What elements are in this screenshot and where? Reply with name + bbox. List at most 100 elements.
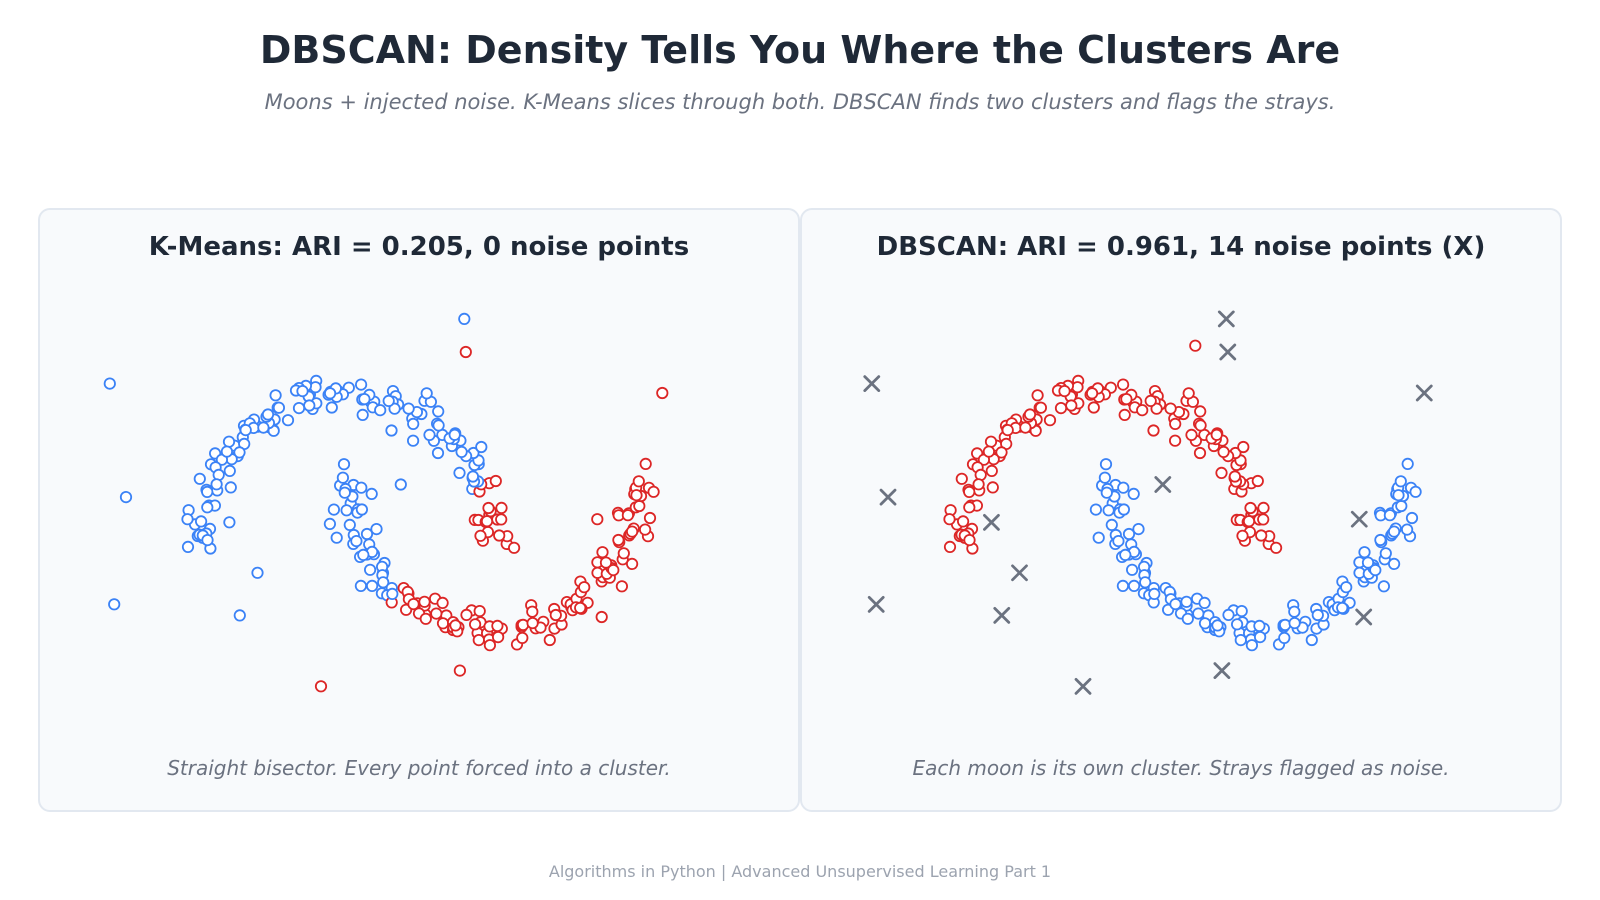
cluster-point-blue [201,485,214,498]
cluster-point-red [1116,378,1130,391]
cluster-point-blue [251,566,264,579]
cluster-point-blue [453,466,466,479]
noise-point [879,488,897,506]
cluster-point-red [1217,445,1230,458]
noise-point [1074,677,1092,695]
cluster-point-blue [296,385,309,398]
cluster-point-blue [1198,617,1212,630]
cluster-point-red [489,474,502,488]
cluster-point-blue [1245,639,1258,652]
cluster-point-red [516,631,529,644]
cluster-point-red [578,581,591,594]
cluster-point-red [1144,394,1157,407]
cluster-point-blue [388,402,401,415]
cluster-point-red [943,540,957,553]
cluster-point-blue [356,408,369,421]
cluster-point-red [591,513,604,526]
cluster-point-red [1242,515,1256,528]
cluster-point-blue [269,389,282,402]
cluster-point-red [507,541,521,554]
cluster-point-blue [1401,457,1414,470]
cluster-point-blue [303,399,316,412]
cluster-point-red [630,489,643,502]
cluster-point-blue [402,402,415,415]
cluster-point-red [972,478,985,491]
cluster-point-red [643,511,657,525]
dbscan-panel-caption: Each moon is its own cluster. Strays fla… [912,756,1450,780]
cluster-point-blue [354,579,367,592]
cluster-point-red [474,529,487,542]
cluster-point-blue [103,377,116,390]
cluster-point-red [625,557,639,570]
cluster-point-red [982,445,995,458]
cluster-point-red [419,612,432,625]
cluster-point-blue [201,533,214,547]
cluster-point-red [1031,389,1044,402]
cluster-point-blue [354,378,368,391]
cluster-point-red [1185,428,1198,441]
cluster-point-red [638,523,652,536]
cluster-point-blue [394,478,407,491]
noise-point [1415,384,1433,402]
cluster-point-blue [181,540,195,553]
cluster-point-red [1269,541,1283,554]
cluster-point-red [963,533,976,547]
cluster-point-red [985,464,998,477]
cluster-point-blue [233,609,246,622]
cluster-point-red [1182,387,1195,400]
cluster-point-blue [1222,608,1235,621]
cluster-point-blue [1377,580,1391,593]
cluster-point-blue [406,434,420,447]
cluster-point-red [984,435,998,448]
cluster-point-blue [239,424,252,437]
cluster-point-red [549,608,562,622]
noise-point [983,513,1000,531]
cluster-point-red [459,345,472,359]
cluster-point-blue [1383,509,1397,522]
cluster-point-red [1257,501,1270,514]
noise-point [1011,564,1028,582]
cluster-point-red [955,472,968,485]
dbscan-panel: DBSCAN: ARI = 0.961, 14 noise points (X)… [800,208,1562,812]
cluster-point-red [491,630,505,644]
cluster-point-blue [1361,556,1375,569]
cluster-point-blue [1395,499,1408,513]
cluster-point-red [595,610,608,624]
noise-point [993,606,1011,624]
cluster-point-red [436,596,449,609]
cluster-point-blue [365,487,378,500]
cluster-point-blue [1278,631,1291,644]
cluster-point-red [1019,421,1032,434]
cluster-point-red [436,617,450,630]
cluster-point-red [615,580,629,593]
cluster-point-blue [420,387,433,400]
cluster-point-red [943,513,956,526]
cluster-point-red [1136,404,1149,417]
cluster-point-red [1237,440,1250,454]
cluster-point-red [1215,466,1228,479]
cluster-point-blue [1117,503,1130,516]
cluster-point-blue [1394,475,1407,488]
cluster-point-red [449,619,462,632]
cluster-point-blue [1211,619,1224,632]
noise-point [1219,343,1237,361]
cluster-point-blue [272,401,285,414]
cluster-point-blue [1180,595,1193,608]
cluster-point-red [1147,424,1160,437]
cluster-point-blue [374,404,387,417]
cluster-point-blue [423,428,436,441]
cluster-point-blue [1122,527,1136,541]
page-subtitle: Moons + injected noise. K-Means slices t… [264,90,1336,114]
cluster-point-blue [355,503,368,516]
cluster-point-blue [1340,581,1353,594]
cluster-point-red [526,605,539,618]
cluster-point-blue [336,471,349,484]
kmeans-panel-title: K-Means: ARI = 0.205, 0 noise points [148,232,690,262]
cluster-point-red [1168,434,1182,447]
cluster-point-red [656,386,669,400]
cluster-point-red [957,515,970,528]
cluster-point-blue [466,470,479,483]
cluster-point-red [963,501,976,514]
cluster-point-red [1150,402,1163,415]
cluster-point-red [482,501,495,515]
